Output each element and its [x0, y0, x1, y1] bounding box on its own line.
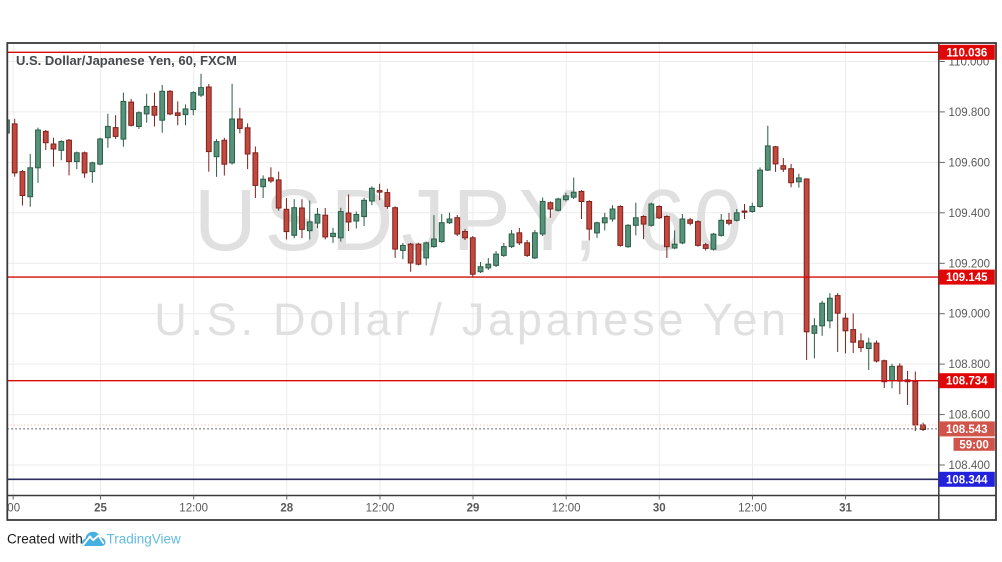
- svg-text:108.344: 108.344: [946, 474, 988, 486]
- svg-text:109.800: 109.800: [949, 107, 991, 119]
- svg-text:00: 00: [7, 503, 20, 515]
- svg-text:28: 28: [280, 503, 293, 515]
- svg-text:108.800: 108.800: [949, 359, 991, 371]
- svg-text:108.543: 108.543: [946, 424, 988, 436]
- svg-text:12:00: 12:00: [179, 503, 208, 515]
- svg-text:59:00: 59:00: [959, 439, 988, 451]
- svg-text:108.734: 108.734: [946, 376, 988, 388]
- svg-text:109.200: 109.200: [949, 258, 991, 270]
- svg-text:25: 25: [94, 503, 107, 515]
- svg-text:Created with: Created with: [7, 532, 83, 547]
- svg-text:31: 31: [839, 503, 852, 515]
- svg-text:108.600: 108.600: [949, 410, 991, 422]
- svg-text:29: 29: [467, 503, 480, 515]
- svg-text:109.600: 109.600: [949, 157, 991, 169]
- svg-text:12:00: 12:00: [738, 503, 767, 515]
- svg-text:109.000: 109.000: [949, 309, 991, 321]
- svg-text:12:00: 12:00: [552, 503, 581, 515]
- svg-text:12:00: 12:00: [366, 503, 395, 515]
- svg-text:109.145: 109.145: [946, 272, 988, 284]
- svg-text:U.S. Dollar/Japanese Yen, 60,: U.S. Dollar/Japanese Yen, 60, FXCM: [16, 53, 237, 68]
- svg-text:30: 30: [653, 503, 666, 515]
- svg-text:U.S. Dollar / Japanese Yen: U.S. Dollar / Japanese Yen: [154, 294, 790, 345]
- svg-text:108.400: 108.400: [949, 460, 991, 472]
- svg-text:TradingView: TradingView: [107, 532, 182, 547]
- svg-text:109.400: 109.400: [949, 208, 991, 220]
- svg-text:110.036: 110.036: [946, 47, 987, 59]
